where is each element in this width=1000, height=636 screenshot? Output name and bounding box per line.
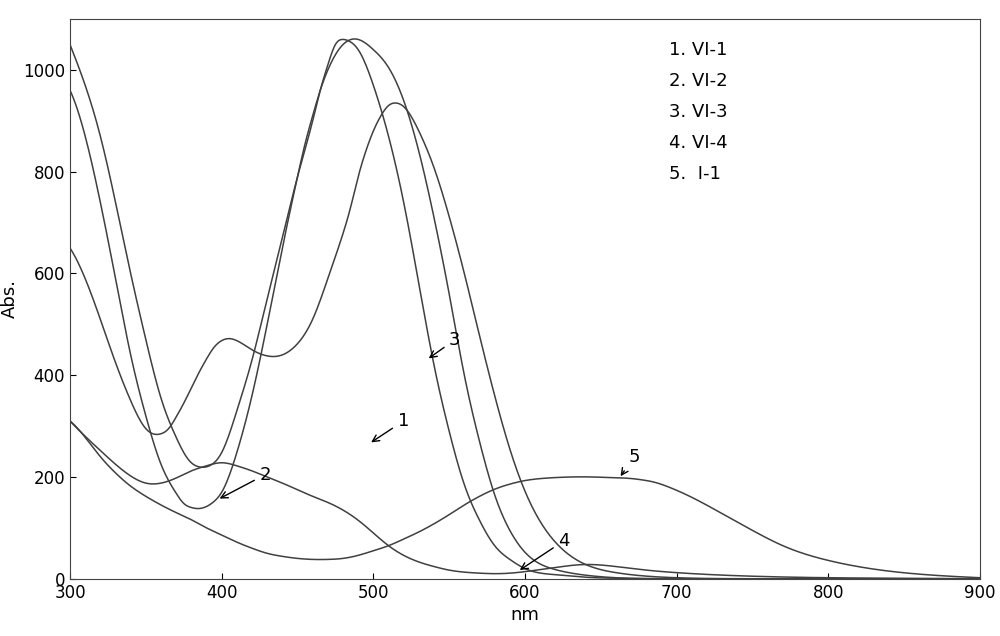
Text: 2. VI-2: 2. VI-2: [669, 73, 727, 90]
Text: 1. VI-1: 1. VI-1: [669, 41, 727, 60]
Y-axis label: Abs.: Abs.: [1, 279, 19, 319]
Text: 5: 5: [621, 448, 640, 475]
Text: 4: 4: [521, 532, 570, 569]
Text: 4. VI-4: 4. VI-4: [669, 134, 727, 152]
Text: 5.  I-1: 5. I-1: [669, 165, 721, 183]
Text: 3. VI-3: 3. VI-3: [669, 103, 727, 121]
Text: 3: 3: [430, 331, 461, 357]
X-axis label: nm: nm: [511, 605, 539, 624]
Text: 1: 1: [372, 412, 409, 441]
Text: 2: 2: [221, 466, 271, 498]
